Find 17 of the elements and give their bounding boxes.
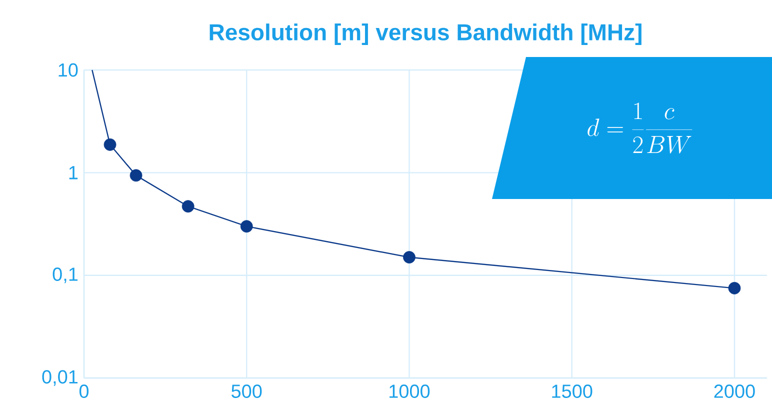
y-tick-label: 1: [69, 166, 78, 180]
y-tick-label: 0,1: [52, 267, 78, 284]
point: [728, 282, 741, 294]
x-tick-label: 1000: [390, 384, 430, 398]
y-tick-label: 10: [58, 63, 78, 77]
point: [240, 220, 253, 233]
y-tick-label: 0,01: [42, 370, 78, 386]
point: [130, 169, 142, 182]
annotation: $d = \frac{1}{2}\frac{c}{BW}$: [588, 102, 692, 154]
point: [104, 138, 116, 151]
x-tick-label: 0: [79, 384, 89, 398]
point: [182, 200, 194, 213]
chart-title: Resolution [m] versus Bandwidth [MHz]: [210, 24, 642, 45]
x-tick-label: 2000: [714, 384, 755, 398]
x-tick-label: 1500: [552, 384, 592, 398]
x-tick-label: 500: [232, 384, 262, 398]
point: [403, 251, 416, 264]
